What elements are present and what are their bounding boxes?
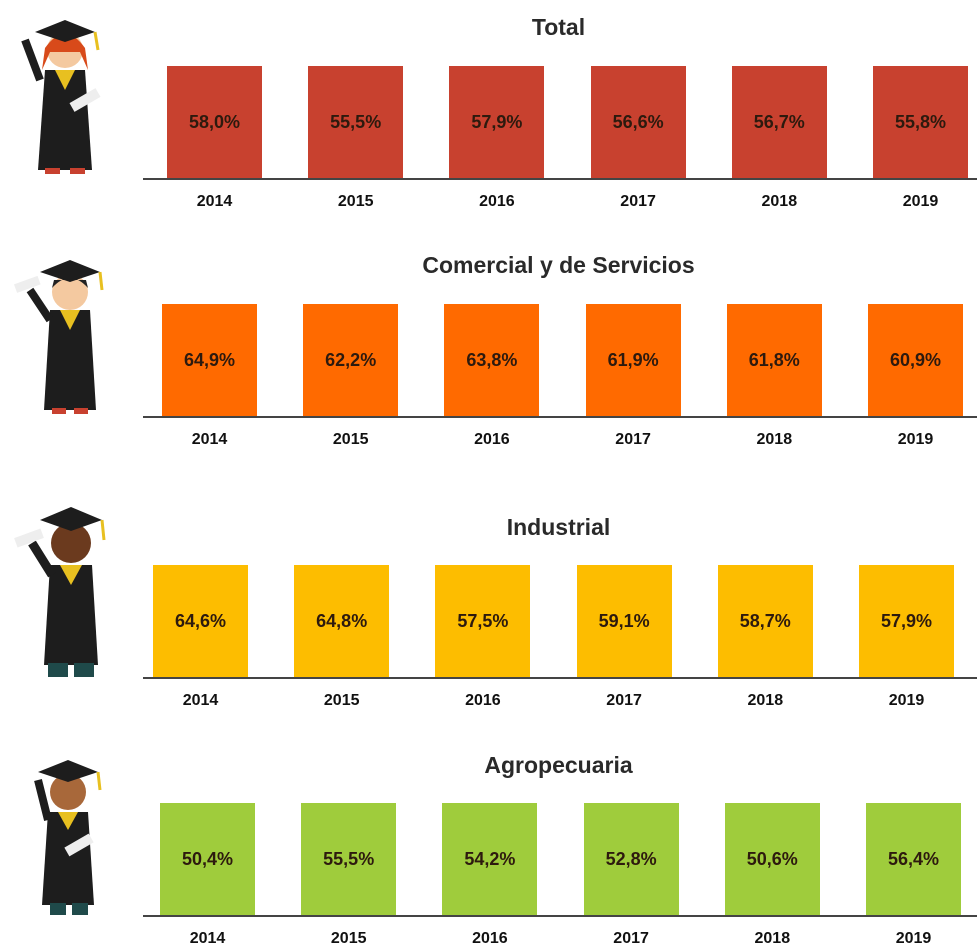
- year-label: 2015: [330, 930, 367, 947]
- value-tile: 56,6%: [590, 66, 686, 178]
- value-tile: 54,2%: [442, 803, 538, 915]
- value-tile: 56,7%: [731, 66, 827, 178]
- graduate-icon: [14, 507, 106, 677]
- year-label: 2015: [337, 193, 374, 210]
- value-tile: 58,7%: [717, 565, 813, 677]
- value-tile: 56,4%: [866, 803, 961, 915]
- value-tile: 57,9%: [449, 66, 545, 178]
- panel-title: Industrial: [506, 514, 611, 540]
- graduate-icon: [34, 760, 102, 915]
- panel-title: Total: [531, 14, 586, 40]
- year-label: 2014: [191, 431, 228, 448]
- year-label: 2017: [613, 930, 649, 947]
- value-tile: 62,2%: [303, 304, 399, 416]
- year-label: 2015: [323, 692, 360, 709]
- graduate-icon: [14, 260, 104, 414]
- year-label: 2014: [196, 193, 233, 210]
- value-tile: 64,6%: [153, 565, 248, 677]
- value-tile: 55,5%: [308, 66, 404, 178]
- year-label: 2018: [754, 930, 791, 947]
- year-label: 2018: [747, 692, 784, 709]
- value-tile: 50,4%: [160, 803, 255, 915]
- year-label: 2016: [472, 930, 508, 947]
- year-label: 2019: [902, 193, 939, 210]
- value-tile: 57,9%: [859, 565, 954, 677]
- year-label: 2017: [606, 692, 642, 709]
- year-label: 2018: [761, 193, 798, 210]
- year-label: 2016: [474, 431, 510, 448]
- value-tile: 50,6%: [724, 803, 820, 915]
- value-tile: 55,5%: [301, 803, 397, 915]
- year-label: 2019: [895, 930, 932, 947]
- value-tile: 64,8%: [294, 565, 390, 677]
- baseline: [143, 915, 977, 917]
- panel-title: Agropecuaria: [484, 752, 633, 778]
- value-tile: 57,5%: [435, 565, 531, 677]
- baseline: [143, 416, 977, 418]
- value-tile: 55,8%: [873, 66, 968, 178]
- value-tile: 59,1%: [576, 565, 672, 677]
- panel-title: Comercial y de Servicios: [422, 252, 695, 278]
- value-tile: 64,9%: [162, 304, 257, 416]
- value-tile: 60,9%: [868, 304, 963, 416]
- year-label: 2015: [332, 431, 369, 448]
- baseline: [143, 677, 977, 679]
- year-label: 2017: [620, 193, 656, 210]
- year-label: 2014: [182, 692, 219, 709]
- year-label: 2016: [479, 193, 515, 210]
- value-tile: 58,0%: [167, 66, 262, 178]
- year-label: 2016: [465, 692, 501, 709]
- year-label: 2014: [189, 930, 226, 947]
- value-tile: 61,8%: [726, 304, 822, 416]
- year-label: 2017: [615, 431, 651, 448]
- year-label: 2019: [888, 692, 925, 709]
- value-tile: 63,8%: [444, 304, 540, 416]
- year-label: 2019: [897, 431, 934, 448]
- year-label: 2018: [756, 431, 793, 448]
- graduate-icon: [21, 20, 101, 174]
- value-tile: 61,9%: [585, 304, 681, 416]
- value-tile: 52,8%: [583, 803, 679, 915]
- baseline: [143, 178, 977, 180]
